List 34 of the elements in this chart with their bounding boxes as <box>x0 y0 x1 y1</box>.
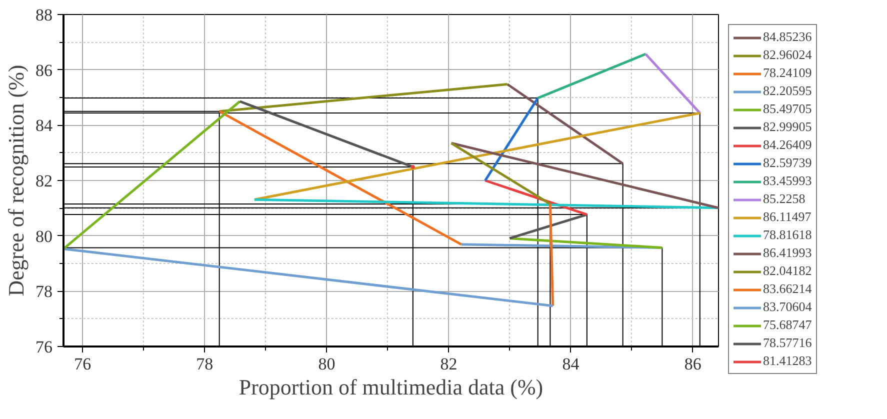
legend-label: 82.59739 <box>763 155 812 171</box>
y-tick-label: 84 <box>36 116 53 136</box>
legend-label: 82.99905 <box>763 119 812 135</box>
x-tick-label: 86 <box>684 354 702 374</box>
legend-label: 78.24109 <box>763 65 812 81</box>
legend-label: 81.41283 <box>763 353 812 369</box>
x-tick-label: 78 <box>196 354 214 374</box>
legend-label: 83.70604 <box>763 299 812 315</box>
x-tick-label: 84 <box>562 354 580 374</box>
legend-label: 86.41993 <box>763 245 812 261</box>
y-tick-label: 78 <box>36 282 52 302</box>
legend-label: 78.57716 <box>763 335 812 351</box>
y-tick-label: 86 <box>36 60 52 80</box>
legend-label: 78.81618 <box>763 227 812 243</box>
legend-label: 86.11497 <box>763 209 812 225</box>
legend-label: 82.96024 <box>763 47 812 63</box>
legend-label: 83.45993 <box>763 173 812 189</box>
x-tick-label: 82 <box>440 354 458 374</box>
y-tick-label: 76 <box>36 338 52 356</box>
legend-label: 83.66214 <box>763 281 812 297</box>
legend-label: 75.68747 <box>763 317 812 333</box>
x-axis-title: Proportion of multimedia data (%) <box>238 374 544 400</box>
legend-label: 82.20595 <box>763 83 812 99</box>
x-tick-label: 80 <box>318 354 336 374</box>
legend-label: 84.85236 <box>763 29 812 45</box>
legend-label: 82.04182 <box>763 263 812 279</box>
legend-label: 85.2258 <box>763 191 806 207</box>
x-tick-label: 76 <box>74 354 92 374</box>
legend-label: 85.49705 <box>763 101 812 117</box>
y-tick-label: 82 <box>36 172 52 190</box>
legend-label: 84.26409 <box>763 137 812 153</box>
y-axis-title: Degree of recognition (%) <box>4 64 28 296</box>
y-tick-label: 88 <box>36 6 52 24</box>
y-tick-label: 80 <box>36 226 52 246</box>
